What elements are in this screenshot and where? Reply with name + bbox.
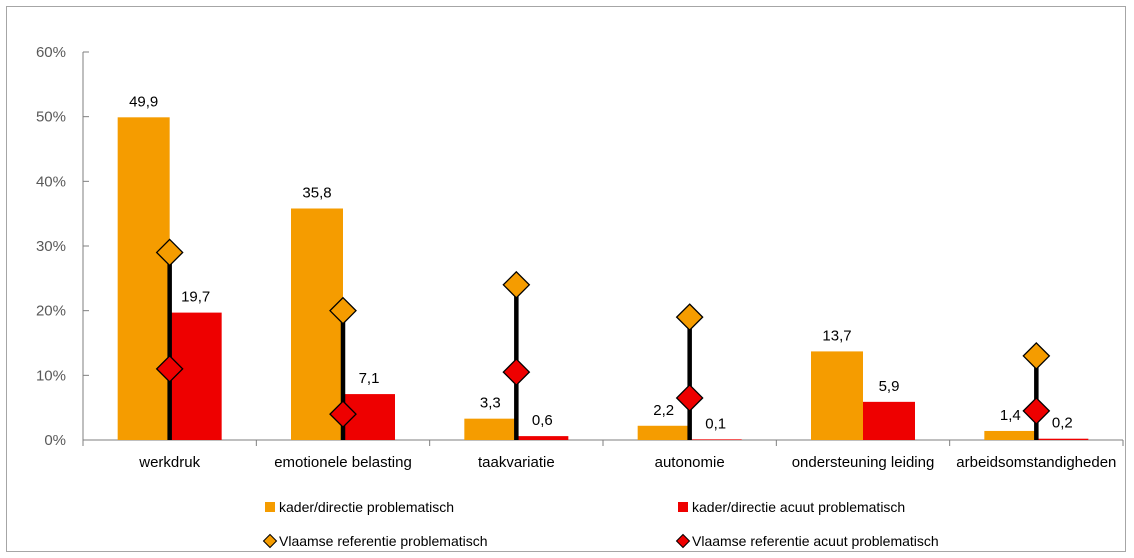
- data-label: 0,6: [532, 412, 553, 429]
- data-label: 19,7: [181, 289, 210, 306]
- legend-label: Vlaamse referentie problematisch: [279, 533, 488, 549]
- y-tick-label: 40%: [36, 173, 66, 190]
- data-label: 7,1: [359, 370, 380, 387]
- data-label: 3,3: [480, 395, 501, 412]
- x-tick-label: werkdruk: [138, 454, 200, 471]
- legend-swatch: [678, 502, 688, 512]
- reference-diamond: [1022, 396, 1051, 425]
- data-label: 13,7: [822, 327, 851, 344]
- legend-marker: [262, 533, 278, 549]
- x-tick-label: taakvariatie: [478, 454, 555, 471]
- y-tick-label: 20%: [36, 303, 66, 320]
- y-tick-label: 10%: [36, 367, 66, 384]
- x-tick-label: ondersteuning leiding: [792, 454, 935, 471]
- reference-diamond: [329, 296, 357, 325]
- data-label: 2,2: [653, 402, 674, 419]
- bar: [863, 401, 915, 440]
- y-tick-label: 30%: [36, 238, 66, 255]
- bar: [464, 418, 517, 440]
- legend-label: Vlaamse referentie acuut problematisch: [692, 533, 939, 549]
- legend-label: kader/directie problematisch: [279, 499, 454, 515]
- reference-diamond: [502, 270, 531, 299]
- bar: [637, 425, 690, 440]
- bar: [516, 436, 569, 440]
- bar: [1036, 438, 1089, 440]
- data-label: 35,8: [302, 184, 331, 201]
- bar: [689, 439, 742, 440]
- reference-diamond: [155, 238, 184, 267]
- reference-diamond: [155, 354, 184, 383]
- reference-diamond: [675, 303, 704, 332]
- bar: [117, 117, 170, 441]
- legend-label: kader/directie acuut problematisch: [692, 499, 905, 515]
- legend-swatch: [265, 502, 275, 512]
- chart-frame: [6, 6, 1126, 552]
- reference-diamond: [329, 400, 357, 429]
- y-tick-label: 60%: [36, 44, 66, 61]
- reference-diamond: [502, 358, 531, 387]
- y-tick-label: 50%: [36, 109, 66, 126]
- x-tick-label: arbeidsomstandigheden: [956, 454, 1116, 471]
- data-label: 0,2: [1052, 415, 1073, 432]
- data-label: 5,9: [879, 378, 900, 395]
- bar: [984, 430, 1037, 440]
- bar: [811, 351, 863, 440]
- bar: [291, 208, 343, 440]
- data-label: 1,4: [1000, 407, 1021, 424]
- data-label: 0,1: [705, 415, 726, 432]
- bar: [169, 312, 222, 440]
- reference-diamond: [1022, 342, 1051, 370]
- x-tick-label: emotionele belasting: [274, 454, 412, 471]
- legend-marker: [675, 533, 691, 549]
- y-tick-label: 0%: [44, 432, 66, 449]
- x-tick-label: autonomie: [655, 454, 725, 471]
- reference-diamond: [675, 384, 704, 412]
- data-label: 49,9: [129, 93, 158, 110]
